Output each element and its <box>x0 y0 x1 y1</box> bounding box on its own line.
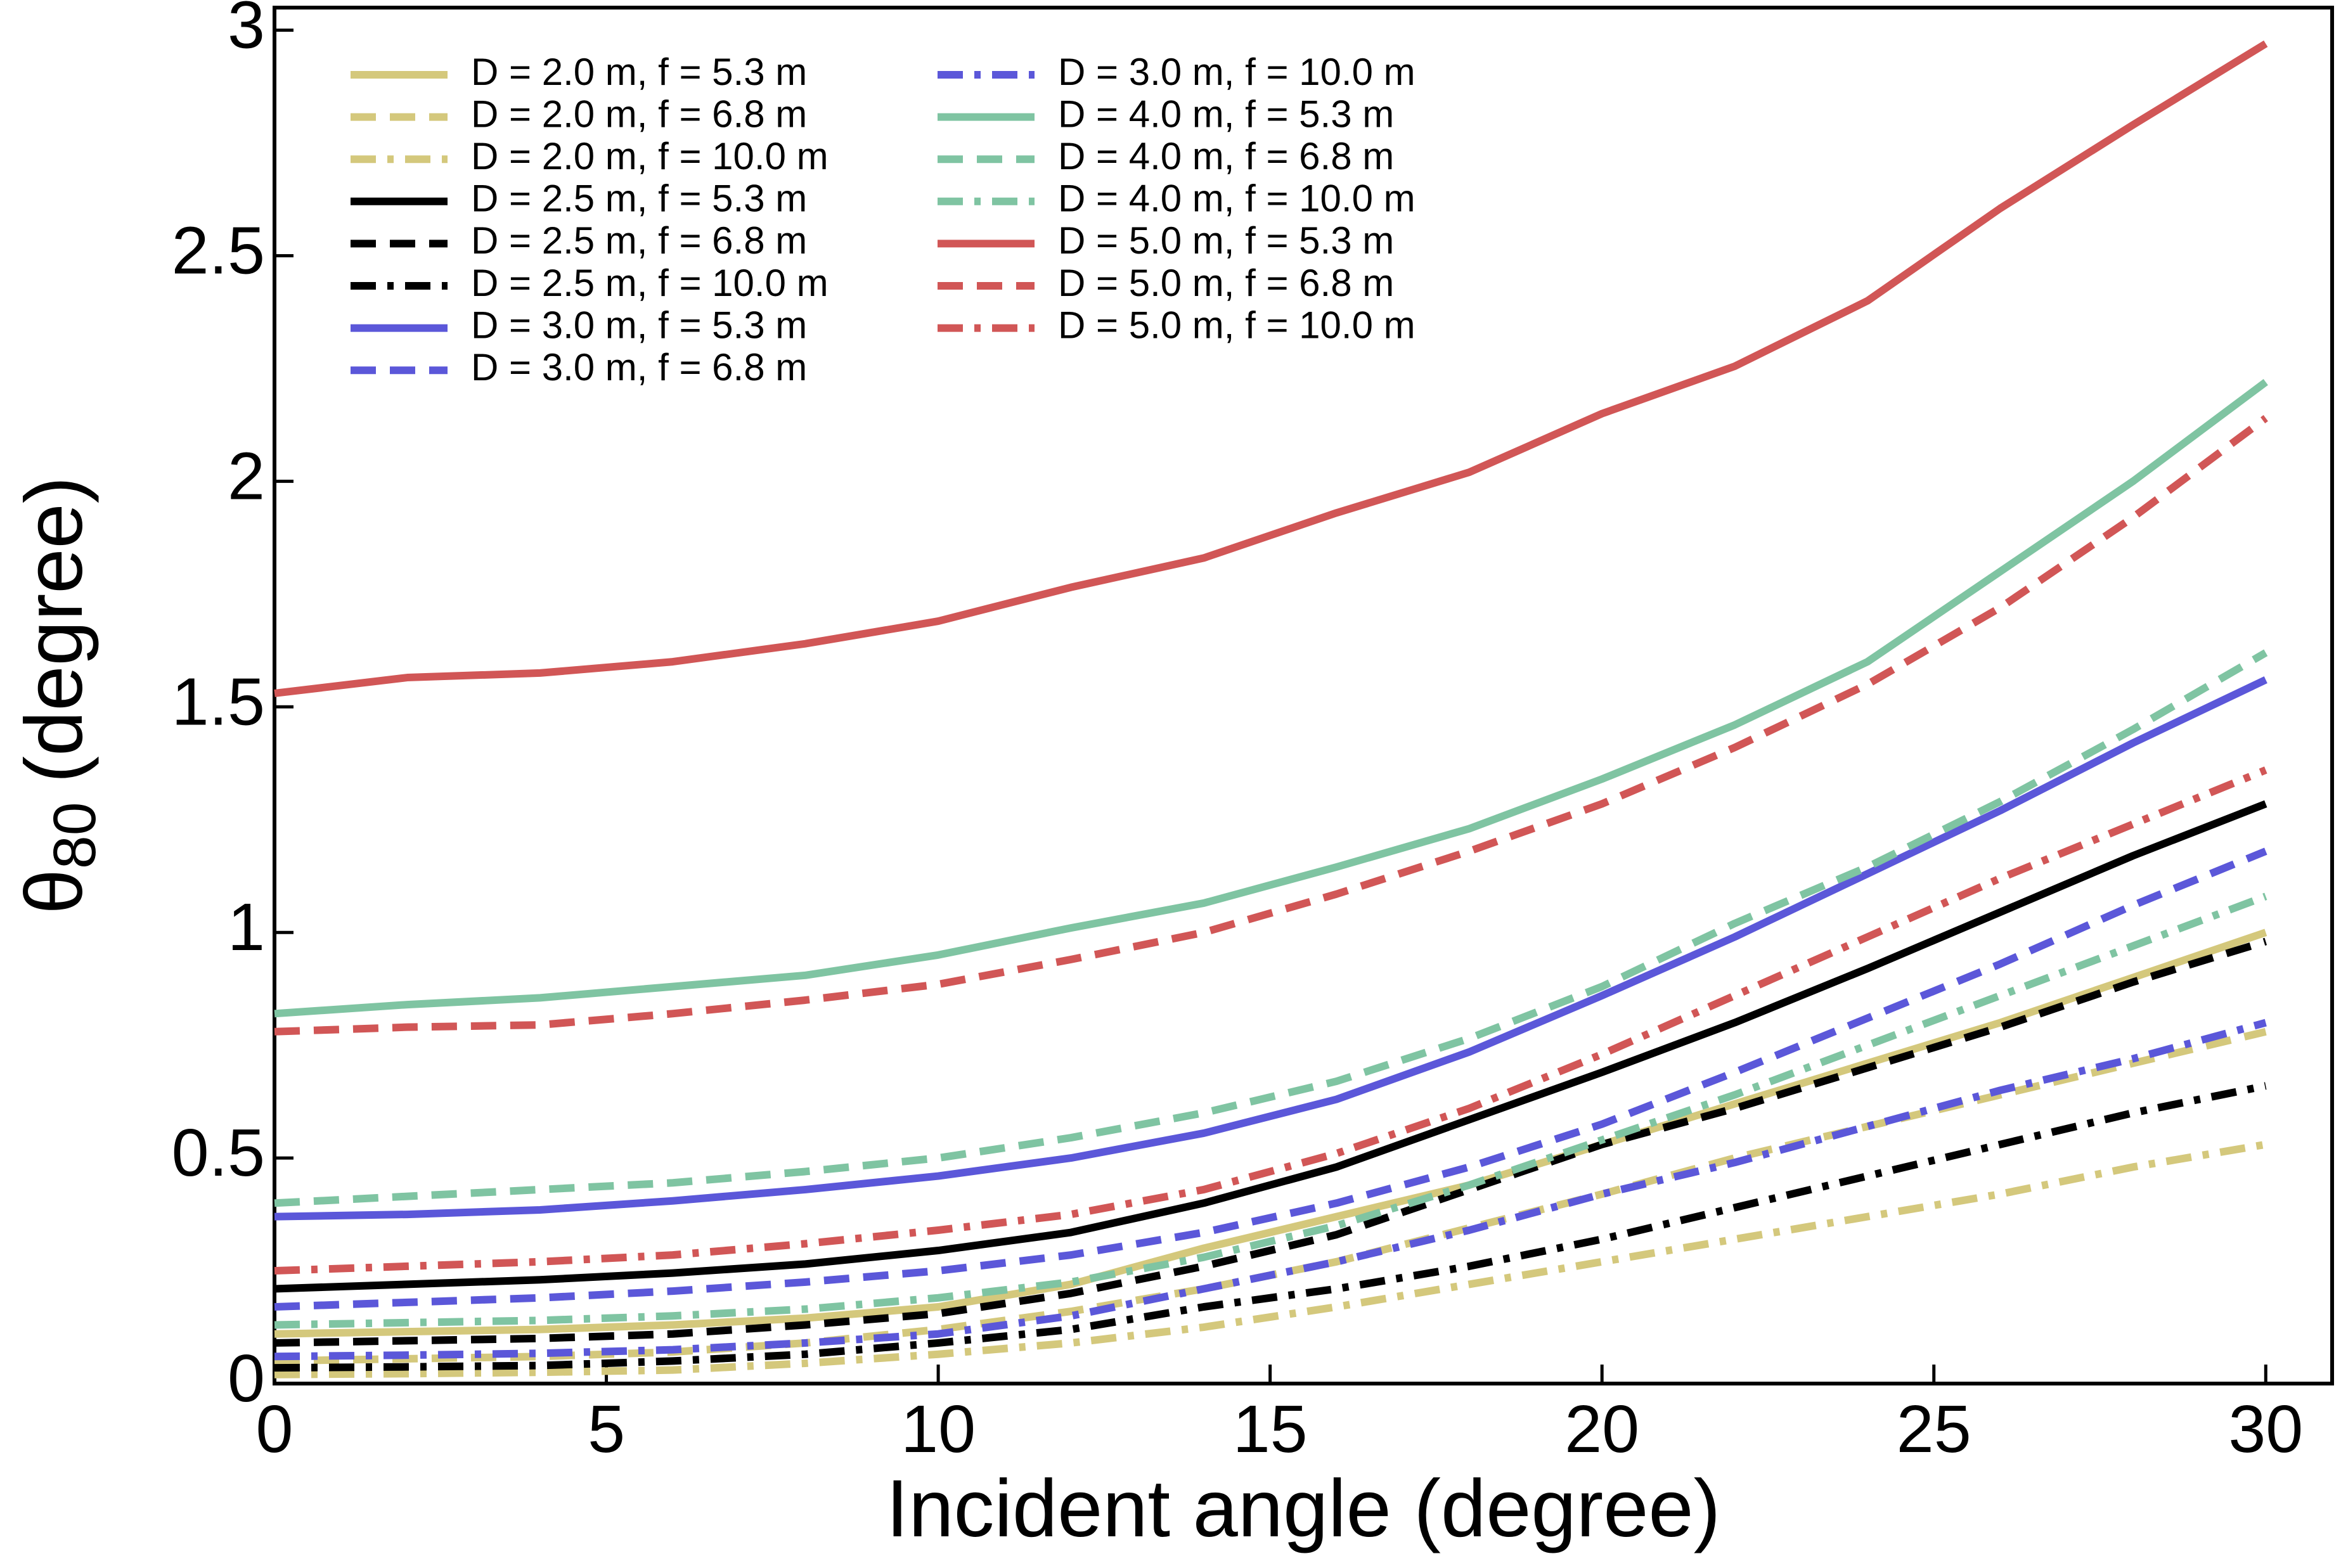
series-line <box>274 1082 2267 1372</box>
y-tick-label: 1.5 <box>172 664 265 739</box>
series-line <box>274 847 2267 1311</box>
y-label-unit: (degree) <box>9 477 100 783</box>
series-line <box>274 676 2267 1221</box>
legend-label: D = 3.0 m, f = 6.8 m <box>471 346 807 389</box>
x-tick-label: 5 <box>588 1392 625 1467</box>
legend-label: D = 5.0 m, f = 6.8 m <box>1058 262 1394 304</box>
x-tick-label: 30 <box>2228 1392 2303 1467</box>
series-line <box>274 414 2268 1036</box>
y-axis-label: θ80 (degree) <box>9 477 108 915</box>
legend-label: D = 5.0 m, f = 5.3 m <box>1058 219 1394 262</box>
legend-label: D = 2.0 m, f = 5.3 m <box>471 51 807 93</box>
x-tick-label: 15 <box>1233 1392 1308 1467</box>
legend-label: D = 4.0 m, f = 10.0 m <box>1058 177 1416 220</box>
x-axis-label: Incident angle (degree) <box>886 1463 1720 1554</box>
y-tick-label: 0.5 <box>172 1115 265 1190</box>
y-tick-label: 2 <box>228 439 265 513</box>
legend-label: D = 2.5 m, f = 5.3 m <box>471 177 807 220</box>
x-tick-label: 20 <box>1564 1392 1639 1467</box>
y-tick-label: 3 <box>228 0 265 63</box>
series-line <box>274 766 2267 1275</box>
legend-label: D = 4.0 m, f = 5.3 m <box>1058 93 1394 135</box>
y-tick-label: 0 <box>228 1341 265 1416</box>
legend-label: D = 3.0 m, f = 5.3 m <box>471 304 807 346</box>
series-line <box>274 929 2267 1338</box>
series-line <box>274 800 2267 1293</box>
series-line <box>274 937 2267 1347</box>
series-line <box>274 1019 2267 1361</box>
legend-label: D = 2.0 m, f = 6.8 m <box>471 93 807 135</box>
legend-label: D = 2.0 m, f = 10.0 m <box>471 135 829 177</box>
x-tick-label: 25 <box>1897 1392 1971 1467</box>
x-tick-label: 0 <box>256 1392 293 1467</box>
series-line <box>274 40 2268 697</box>
legend-label: D = 2.5 m, f = 10.0 m <box>471 262 829 304</box>
legend-label: D = 3.0 m, f = 10.0 m <box>1058 51 1416 93</box>
y-tick-label: 2.5 <box>172 213 265 288</box>
plot-frame <box>273 6 2334 1385</box>
y-label-subscript: 80 <box>41 802 108 869</box>
series-line <box>274 892 2267 1329</box>
legend-label: D = 5.0 m, f = 10.0 m <box>1058 304 1416 346</box>
x-tick-label: 10 <box>901 1392 976 1467</box>
series-line <box>274 649 2268 1207</box>
series-line <box>274 1140 2267 1378</box>
y-label-symbol: θ <box>9 869 100 914</box>
y-tick-label: 1 <box>228 890 265 965</box>
series-line <box>274 378 2268 1018</box>
legend-label: D = 4.0 m, f = 6.8 m <box>1058 135 1394 177</box>
legend-label: D = 2.5 m, f = 6.8 m <box>471 219 807 262</box>
